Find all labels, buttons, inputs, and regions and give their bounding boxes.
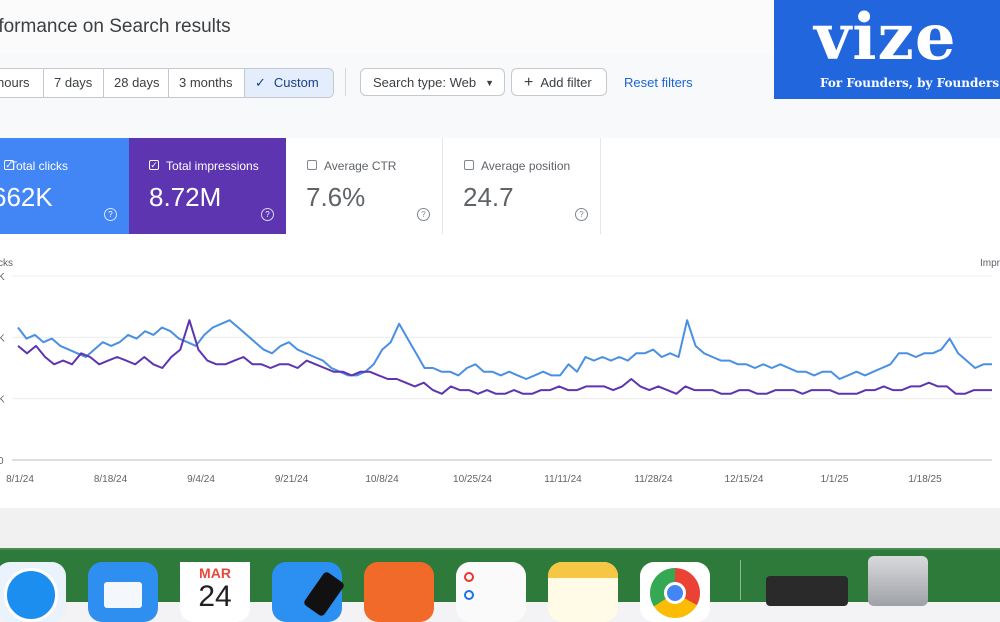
search-console-page: rformance on Search results hours 7 days… — [0, 0, 1000, 508]
checkbox-checked-icon[interactable]: ✓ — [149, 160, 159, 170]
logo-wordmark: vize — [814, 0, 957, 75]
performance-chart: K K K 0 cks Impr 8/1/24 8/18/24 9/4/24 9/21/24 10/… — [0, 236, 1000, 508]
x-tick-label: 12/15/24 — [725, 474, 764, 485]
calendar-month: MAR — [180, 562, 250, 582]
metric-label: Total impressions — [166, 159, 259, 173]
left-axis-label: cks — [0, 258, 13, 269]
caret-down-icon: ▼ — [485, 78, 494, 88]
notes-icon[interactable] — [548, 562, 618, 622]
date-range-3-months[interactable]: 3 months — [169, 69, 245, 97]
date-range-7-days[interactable]: 7 days — [44, 69, 104, 97]
y-tick-label: K — [0, 395, 5, 406]
y-tick-label: K — [0, 333, 5, 344]
x-tick-label: 11/28/24 — [634, 474, 673, 485]
x-tick-label: 9/21/24 — [275, 474, 309, 485]
metric-value: 7.6% — [306, 182, 366, 212]
date-range-28-days[interactable]: 28 days — [104, 69, 169, 97]
help-icon[interactable]: ? — [575, 208, 588, 221]
xcode-icon[interactable] — [272, 562, 346, 622]
x-tick-label: 10/8/24 — [365, 474, 399, 485]
help-icon[interactable]: ? — [417, 208, 430, 221]
vize-logo: vize For Founders, by Founders — [774, 0, 1000, 99]
x-tick-label: 1/1/25 — [821, 474, 849, 485]
metric-card-total-clicks[interactable]: ✓ Total clicks 662K ? — [0, 138, 129, 234]
metric-card-average-ctr[interactable]: Average CTR 7.6% ? — [286, 138, 443, 234]
divider — [345, 68, 346, 96]
add-filter-button[interactable]: + Add filter — [511, 68, 607, 96]
y-tick-label: 0 — [0, 456, 4, 467]
reminders-icon[interactable] — [456, 562, 526, 622]
metrics-row: ✓ Total clicks 662K ? ✓ Total impression… — [0, 138, 1000, 236]
performance-chart-svg: K K K 0 cks Impr 8/1/24 8/18/24 9/4/24 9/21/24 10/… — [0, 258, 1000, 485]
x-tick-label: 8/1/24 — [6, 474, 34, 485]
metric-card-average-position[interactable]: Average position 24.7 ? — [443, 138, 601, 234]
window-thumbnail[interactable] — [766, 576, 848, 606]
y-tick-label: K — [0, 272, 5, 283]
page-title: rformance on Search results — [0, 16, 231, 37]
reset-filters-link[interactable]: Reset filters — [624, 75, 693, 90]
x-tick-label: 11/11/24 — [544, 474, 582, 485]
calendar-day: 24 — [198, 580, 232, 613]
date-range-hours[interactable]: hours — [0, 69, 44, 97]
checkbox-icon[interactable] — [307, 160, 317, 170]
clicks-series-line — [17, 319, 992, 380]
check-icon: ✓ — [255, 75, 266, 90]
window-bottom — [0, 508, 1000, 548]
mail-icon[interactable] — [88, 562, 158, 622]
safari-icon[interactable] — [0, 562, 66, 622]
metric-value: 24.7 — [463, 182, 514, 212]
help-icon[interactable]: ? — [261, 208, 274, 221]
metric-value: 8.72M — [149, 182, 222, 212]
x-tick-label: 10/25/24 — [453, 474, 492, 485]
checkbox-checked-icon[interactable]: ✓ — [4, 160, 14, 170]
metric-label: Average position — [481, 159, 571, 173]
metric-label: Average CTR — [324, 159, 397, 173]
logo-tagline: For Founders, by Founders — [820, 76, 1000, 90]
x-tick-label: 9/4/24 — [187, 474, 215, 485]
x-tick-label: 8/18/24 — [94, 474, 128, 485]
metric-label: Total clicks — [10, 159, 69, 173]
plus-icon: + — [524, 74, 534, 91]
trash-icon[interactable] — [868, 556, 928, 606]
swift-playgrounds-icon[interactable] — [364, 562, 434, 622]
metric-card-total-impressions[interactable]: ✓ Total impressions 8.72M ? — [129, 138, 286, 234]
dock-divider — [740, 560, 741, 600]
right-axis-label: Impr — [980, 258, 1000, 269]
x-tick-label: 1/18/25 — [908, 474, 942, 485]
metric-value: 662K — [0, 182, 53, 212]
date-range-selector: hours 7 days 28 days 3 months ✓ Custom — [0, 68, 334, 98]
help-icon[interactable]: ? — [104, 208, 117, 221]
date-range-custom[interactable]: ✓ Custom — [245, 69, 333, 97]
chrome-icon[interactable] — [640, 562, 710, 622]
impressions-series-line — [17, 319, 992, 395]
search-type-dropdown[interactable]: Search type: Web ▼ — [360, 68, 505, 96]
checkbox-icon[interactable] — [464, 160, 474, 170]
calendar-icon[interactable]: MAR 24 — [180, 562, 250, 622]
